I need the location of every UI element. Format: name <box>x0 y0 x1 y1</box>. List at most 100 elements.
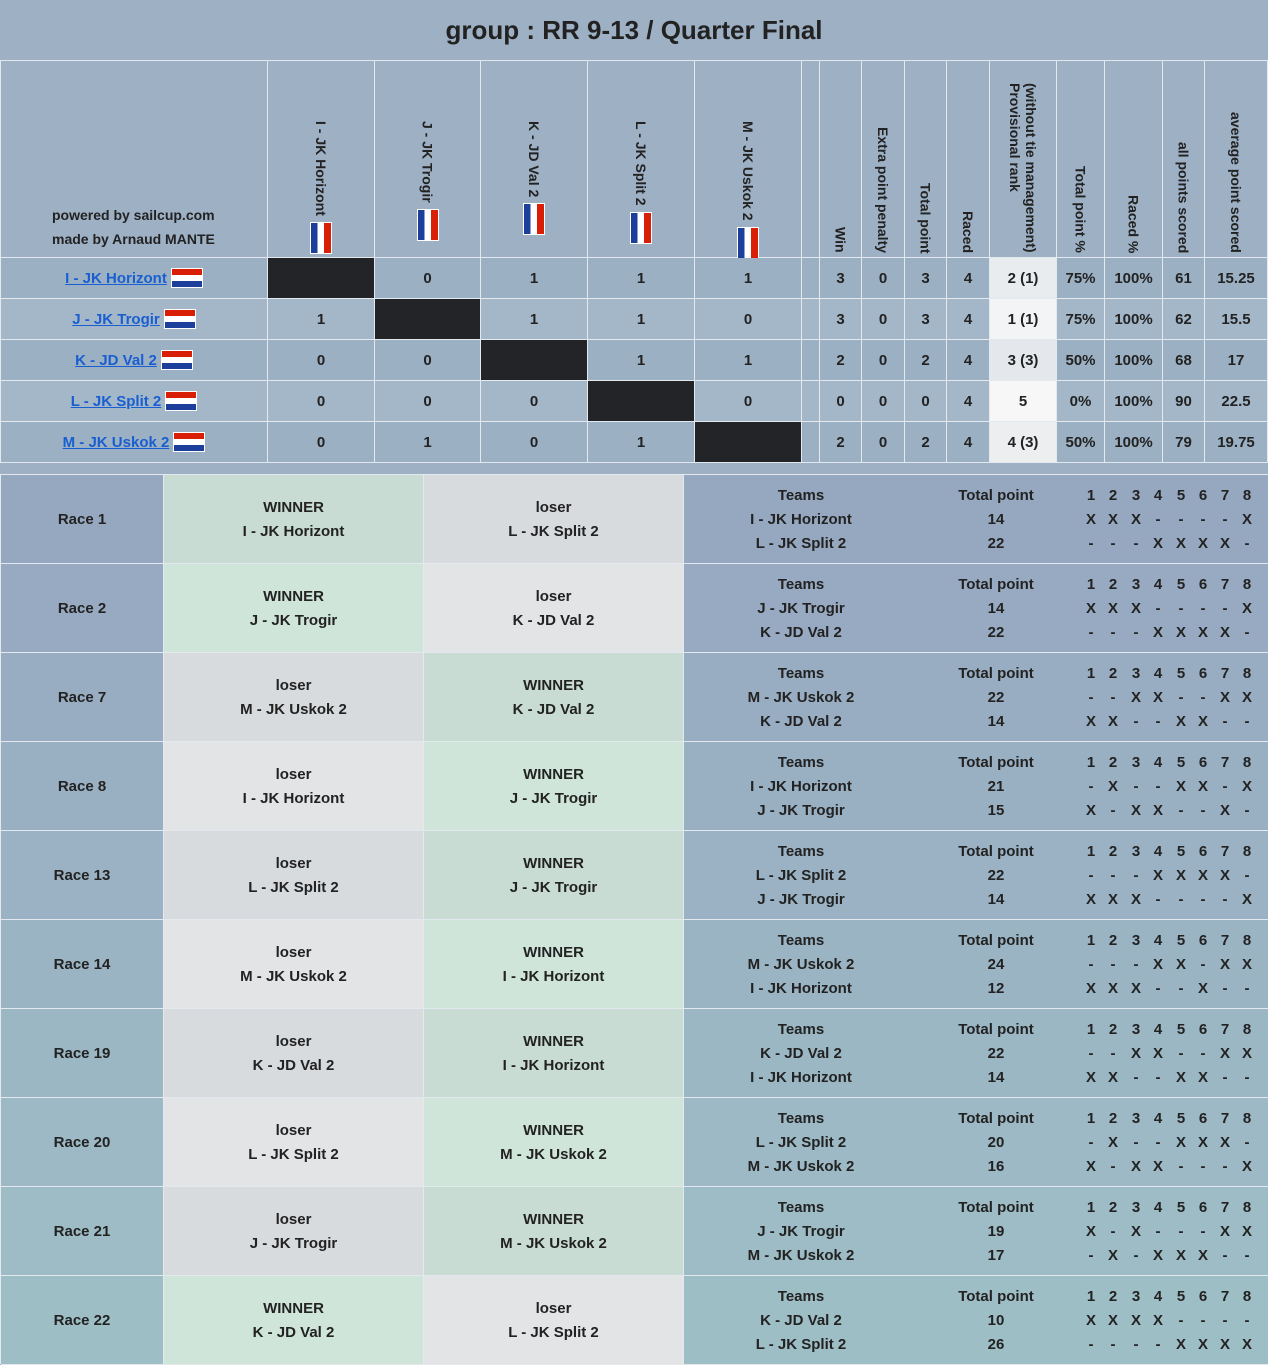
result-team: I - JK Horizont <box>242 790 345 807</box>
race-detail: Teams Total point 1 2 3 4 5 6 7 8 L - JK Split 2 20… <box>684 1098 1268 1187</box>
stat-header: Total point % <box>1072 166 1089 253</box>
result-label: loser <box>275 1211 312 1228</box>
rank-cell: 3 (3) <box>990 340 1057 381</box>
result-cell: 0 <box>481 381 588 422</box>
race-team: K - JD Val 2 <box>760 624 842 641</box>
team-link[interactable]: I - JK Horizont <box>65 269 167 287</box>
leg-mark: X <box>1085 511 1096 528</box>
result-cell: 1 <box>268 299 375 340</box>
diagonal-cell <box>375 299 481 340</box>
stat-cell: 0% <box>1057 381 1105 422</box>
teams-header: Teams <box>777 1288 825 1305</box>
team-link[interactable]: L - JK Split 2 <box>70 392 162 410</box>
stat-header: Raced <box>960 210 976 253</box>
leg-mark: - <box>1200 1158 1206 1175</box>
team-cell: I - JK Horizont <box>0 258 268 299</box>
race-left: loser L - JK Split 2 <box>164 831 424 920</box>
race-points: 19 <box>987 1223 1005 1240</box>
leg-mark: X <box>1152 1312 1163 1329</box>
race-left: WINNER I - JK Horizont <box>164 475 424 564</box>
leg-number: 7 <box>1220 843 1230 860</box>
leg-mark: X <box>1197 1069 1208 1086</box>
leg-mark: X <box>1085 600 1096 617</box>
header-cell: Total point <box>905 60 947 258</box>
stat-cell: 2 <box>905 422 947 463</box>
points-header: Total point <box>958 1288 1034 1305</box>
leg-mark: X <box>1219 1134 1230 1151</box>
leg-mark: X <box>1197 980 1208 997</box>
leg-number: 2 <box>1108 1288 1118 1305</box>
leg-number: 1 <box>1086 932 1096 949</box>
leg-mark: - <box>1110 624 1116 641</box>
result-team: M - JK Uskok 2 <box>240 701 347 718</box>
stat-cell: 2 <box>820 340 862 381</box>
leg-mark: X <box>1197 535 1208 552</box>
leg-number: 5 <box>1176 932 1186 949</box>
leg-number: 4 <box>1153 576 1163 593</box>
header-cell: Extra point penalty <box>862 60 905 258</box>
result-team: K - JD Val 2 <box>512 701 595 718</box>
race-points: 22 <box>987 867 1005 884</box>
leg-mark: - <box>1133 778 1139 795</box>
team-link[interactable]: J - JK Trogir <box>72 310 160 328</box>
leg-mark: - <box>1133 1134 1139 1151</box>
result-cell: 1 <box>588 258 695 299</box>
leg-mark: - <box>1110 1158 1116 1175</box>
leg-number: 3 <box>1131 754 1141 771</box>
leg-mark: X <box>1175 1336 1186 1353</box>
result-label: WINNER <box>523 855 584 872</box>
leg-mark: - <box>1088 1134 1094 1151</box>
race-team: M - JK Uskok 2 <box>747 1247 855 1264</box>
team-link[interactable]: K - JD Val 2 <box>75 351 157 369</box>
result-team: J - JK Trogir <box>249 1235 338 1252</box>
result-label: WINNER <box>523 766 584 783</box>
flag <box>310 221 332 254</box>
leg-mark: - <box>1088 867 1094 884</box>
leg-mark: X <box>1152 624 1163 641</box>
race-detail: Teams Total point 1 2 3 4 5 6 7 8 K - JD Val 2 10 X X… <box>684 1276 1268 1365</box>
leg-number: 6 <box>1198 1021 1208 1038</box>
result-team: M - JK Uskok 2 <box>500 1235 607 1252</box>
leg-mark: - <box>1222 511 1228 528</box>
result-label: WINNER <box>263 1300 324 1317</box>
race-detail: Teams Total point 1 2 3 4 5 6 7 8 J - JK Trogir 14 X… <box>684 564 1268 653</box>
leg-mark: X <box>1152 802 1163 819</box>
leg-mark: - <box>1178 802 1184 819</box>
teams-header: Teams <box>777 1199 825 1216</box>
result-team: J - JK Trogir <box>509 879 598 896</box>
race-right: loser K - JD Val 2 <box>424 564 684 653</box>
teams-header: Teams <box>777 1021 825 1038</box>
leg-mark: - <box>1155 1069 1161 1086</box>
leg-mark: X <box>1085 1158 1096 1175</box>
leg-number: 3 <box>1131 576 1141 593</box>
race-points: 14 <box>987 713 1005 730</box>
header-cell: K - JD Val 2 <box>481 60 588 258</box>
points-header: Total point <box>958 843 1034 860</box>
leg-number: 4 <box>1153 665 1163 682</box>
result-team: L - JK Split 2 <box>508 1324 599 1341</box>
leg-number: 7 <box>1220 576 1230 593</box>
race-row: Race 8 loser I - JK Horizont WINNER J - JK T… <box>0 741 1268 831</box>
leg-mark: X <box>1219 535 1230 552</box>
result-cell: 0 <box>268 381 375 422</box>
stat-cell: 4 <box>947 381 990 422</box>
leg-number: 6 <box>1198 487 1208 504</box>
race-team: L - JK Split 2 <box>755 1336 847 1353</box>
result-team: L - JK Split 2 <box>248 879 339 896</box>
leg-mark: - <box>1222 1312 1228 1329</box>
leg-number: 3 <box>1131 1199 1141 1216</box>
race-team: L - JK Split 2 <box>755 535 847 552</box>
race-detail: Teams Total point 1 2 3 4 5 6 7 8 M - JK Uskok 2 24… <box>684 920 1268 1009</box>
race-detail: Teams Total point 1 2 3 4 5 6 7 8 J - JK Trogir 19 X… <box>684 1187 1268 1276</box>
leg-number: 8 <box>1242 576 1252 593</box>
leg-mark: - <box>1133 535 1139 552</box>
leg-mark: - <box>1133 1336 1139 1353</box>
leg-number: 8 <box>1242 665 1252 682</box>
race-points: 10 <box>987 1312 1005 1329</box>
leg-mark: X <box>1130 802 1141 819</box>
leg-mark: - <box>1088 1045 1094 1062</box>
leg-number: 6 <box>1198 1199 1208 1216</box>
header-cell: Raced % <box>1105 60 1163 258</box>
team-link[interactable]: M - JK Uskok 2 <box>62 433 170 451</box>
leg-mark: X <box>1219 1336 1230 1353</box>
